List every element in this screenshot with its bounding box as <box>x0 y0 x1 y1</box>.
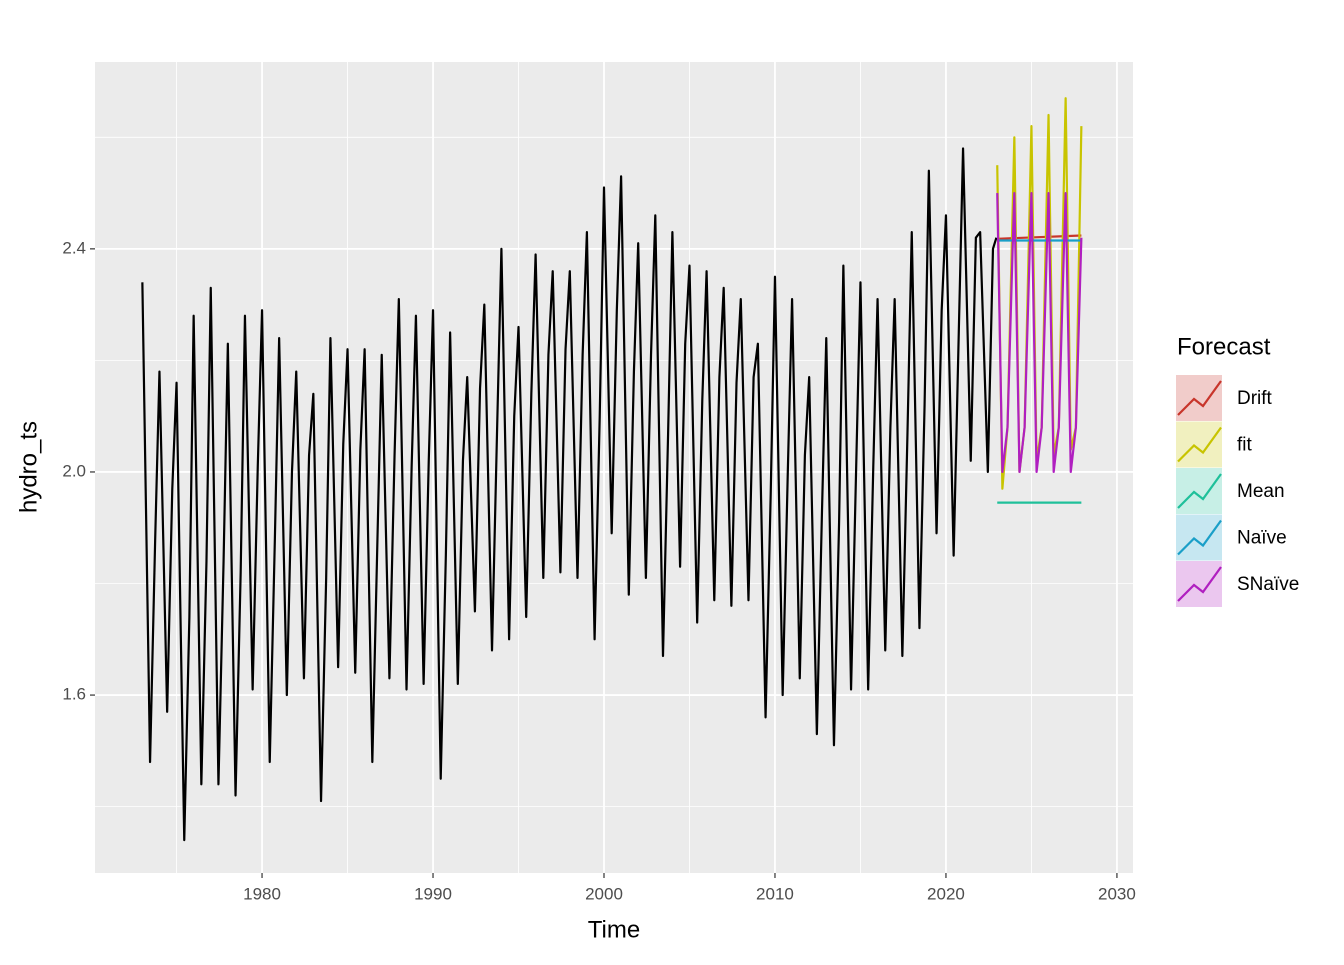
x-tick-label: 2030 <box>1098 884 1136 903</box>
legend-label: SNaïve <box>1237 574 1299 595</box>
history-line <box>141 147 998 842</box>
forecast-line <box>996 191 1083 474</box>
legend-key <box>1176 468 1222 514</box>
legend-label: Naïve <box>1237 528 1287 549</box>
legend-key <box>1176 375 1222 421</box>
legend-glyph <box>1177 566 1222 602</box>
x-axis-label: Time <box>588 916 640 943</box>
y-tick-label: 2.0 <box>62 461 86 480</box>
legend-label: fit <box>1237 435 1253 456</box>
legend-glyph <box>1177 519 1222 556</box>
y-axis-label: hydro_ts <box>15 421 42 513</box>
legend-key <box>1176 561 1222 607</box>
x-tick-label: 2000 <box>585 884 623 903</box>
legend-glyph <box>1177 473 1222 509</box>
legend-label: Drift <box>1237 388 1273 409</box>
x-tick-label: 2010 <box>756 884 794 903</box>
y-tick-label: 1.6 <box>62 685 86 704</box>
y-tick-label: 2.4 <box>62 238 86 257</box>
legend-key <box>1176 514 1222 561</box>
x-tick-label: 1990 <box>414 884 452 903</box>
x-tick-label: 2020 <box>927 884 965 903</box>
legend-glyph <box>1177 426 1222 463</box>
legend-glyph <box>1177 380 1222 416</box>
legend-title: Forecast <box>1177 333 1271 360</box>
x-tick-label: 1980 <box>243 884 281 903</box>
legend-key <box>1176 421 1222 468</box>
legend-label: Mean <box>1237 481 1285 502</box>
